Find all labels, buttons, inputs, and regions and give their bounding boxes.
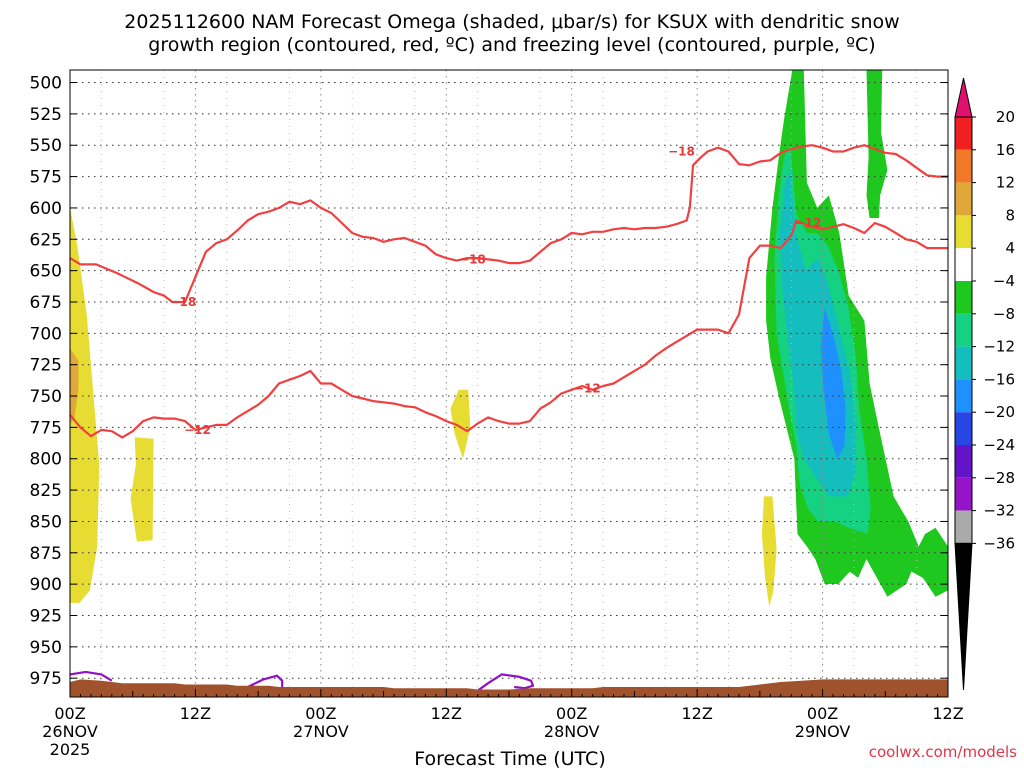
- dgz-contour-label-4: −12: [574, 382, 601, 396]
- colorbar-segment-4: [955, 248, 972, 281]
- omega-region-pos4-hr67: [761, 496, 777, 607]
- colorbar-label-11: −28: [983, 469, 1015, 487]
- dgz-contour-0: [69, 144, 948, 304]
- y-tick-label-900: 900: [30, 575, 62, 595]
- y-tick-label-775: 775: [30, 418, 62, 438]
- x-tick-date-0: 26NOV: [42, 722, 98, 741]
- contour-label-layer: −18 −18 −18 −12 −12 −12: [170, 145, 822, 437]
- grid-layer: [70, 70, 948, 697]
- credit-text: coolwx.com/models: [869, 743, 1017, 761]
- y-tick-label-850: 850: [30, 512, 62, 532]
- y-tick-label-975: 975: [30, 669, 62, 689]
- terrain-layer: [70, 679, 948, 697]
- x-axis-title: Forecast Time (UTC): [414, 748, 605, 768]
- x-tick-date-4: 28NOV: [544, 722, 600, 741]
- chart-title-line-2: growth region (contoured, red, ºC) and f…: [148, 34, 875, 56]
- dgz-contour-label-2: −18: [668, 145, 695, 159]
- x-tick-hour-2: 00Z: [305, 704, 336, 723]
- colorbar-label-12: −32: [983, 502, 1015, 520]
- colorbar-segment-1: [955, 149, 972, 183]
- y-tick-label-675: 675: [30, 293, 62, 313]
- colorbar-segment-6: [955, 313, 972, 347]
- colorbar-label-10: −24: [983, 436, 1015, 454]
- omega-region-pos4-hr6: [130, 437, 154, 542]
- colorbar-segment-12: [955, 510, 972, 544]
- dgz-contour-1: [69, 219, 948, 439]
- colorbar-label-1: 16: [996, 141, 1015, 159]
- x-tick-hour-3: 12Z: [431, 704, 462, 723]
- x-tick-hour-1: 12Z: [180, 704, 211, 723]
- colorbar-segment-5: [955, 281, 972, 314]
- terrain-fill: [70, 679, 948, 697]
- chart-title-line-1: 2025112600 NAM Forecast Omega (shaded, μ…: [124, 11, 899, 33]
- y-tick-label-950: 950: [30, 638, 62, 658]
- x-tick-date-2: 27NOV: [293, 722, 349, 741]
- colorbar-label-7: −12: [983, 338, 1015, 356]
- y-tick-label-575: 575: [30, 168, 62, 188]
- y-tick-label-550: 550: [30, 136, 62, 156]
- dgz-contour-label-5: −12: [795, 216, 822, 230]
- colorbar-segment-11: [955, 477, 972, 511]
- x-tick-year-0: 2025: [50, 740, 91, 759]
- y-tick-label-500: 500: [30, 74, 62, 94]
- colorbar-segment-0: [955, 117, 972, 150]
- colorbar-bottom-triangle: [954, 542, 973, 691]
- colorbar-label-4: 4: [1005, 239, 1015, 257]
- colorbar-segment-2: [955, 182, 972, 216]
- dgz-contour-label-3: −12: [184, 423, 211, 437]
- x-tick-hour-4: 00Z: [556, 704, 587, 723]
- omega-region-pos8-left-edge: [70, 348, 79, 424]
- colorbar-label-8: −16: [983, 370, 1015, 388]
- y-tick-label-750: 750: [30, 387, 62, 407]
- colorbar-segment-8: [955, 379, 972, 413]
- x-tick-hour-5: 12Z: [681, 704, 712, 723]
- omega-region-neg16-core: [820, 308, 846, 459]
- dgz-contour-label-1: −18: [459, 252, 486, 266]
- omega-region-pos4-hr37: [450, 389, 471, 459]
- y-tick-label-800: 800: [30, 450, 62, 470]
- x-tick-hour-0: 00Z: [54, 704, 85, 723]
- omega-region-neg4-upper-right: [866, 70, 888, 218]
- colorbar-label-13: −36: [983, 534, 1015, 552]
- y-tick-label-650: 650: [30, 262, 62, 282]
- colorbar-segment-7: [955, 346, 972, 380]
- omega-region-pos4-left-edge: [70, 207, 100, 603]
- omega-colorbar: 20 16 12 8 4 −4 −8 −12 −16 −20 −24 −28 −32 −36: [954, 77, 1015, 691]
- y-tick-label-600: 600: [30, 199, 62, 219]
- y-axis: 500 525 550 575 600 625 650 675 700 725 750 775 800 8…: [30, 74, 948, 689]
- y-tick-label-875: 875: [30, 544, 62, 564]
- colorbar-label-5: −4: [993, 272, 1015, 290]
- colorbar-segment-10: [955, 445, 972, 478]
- colorbar-segment-9: [955, 412, 972, 445]
- y-tick-label-700: 700: [30, 324, 62, 344]
- colorbar-segment-3: [955, 215, 972, 249]
- colorbar-label-0: 20: [996, 108, 1015, 126]
- dgz-contour-label-0: −18: [170, 295, 197, 309]
- y-tick-label-925: 925: [30, 606, 62, 626]
- y-tick-label-525: 525: [30, 105, 62, 125]
- x-tick-hour-6: 00Z: [807, 704, 838, 723]
- contour-layer: [69, 144, 948, 696]
- colorbar-label-2: 12: [996, 174, 1015, 192]
- x-tick-hour-7: 12Z: [932, 704, 963, 723]
- freezing-contour-0: [69, 670, 113, 682]
- freezing-contour-1: [247, 674, 284, 688]
- x-tick-date-6: 29NOV: [795, 722, 851, 741]
- freezing-contour-2: [471, 673, 535, 696]
- y-tick-label-725: 725: [30, 356, 62, 376]
- y-tick-label-625: 625: [30, 230, 62, 250]
- y-tick-label-825: 825: [30, 481, 62, 501]
- colorbar-label-9: −20: [983, 403, 1015, 421]
- colorbar-label-6: −8: [993, 305, 1015, 323]
- colorbar-label-3: 8: [1005, 206, 1015, 224]
